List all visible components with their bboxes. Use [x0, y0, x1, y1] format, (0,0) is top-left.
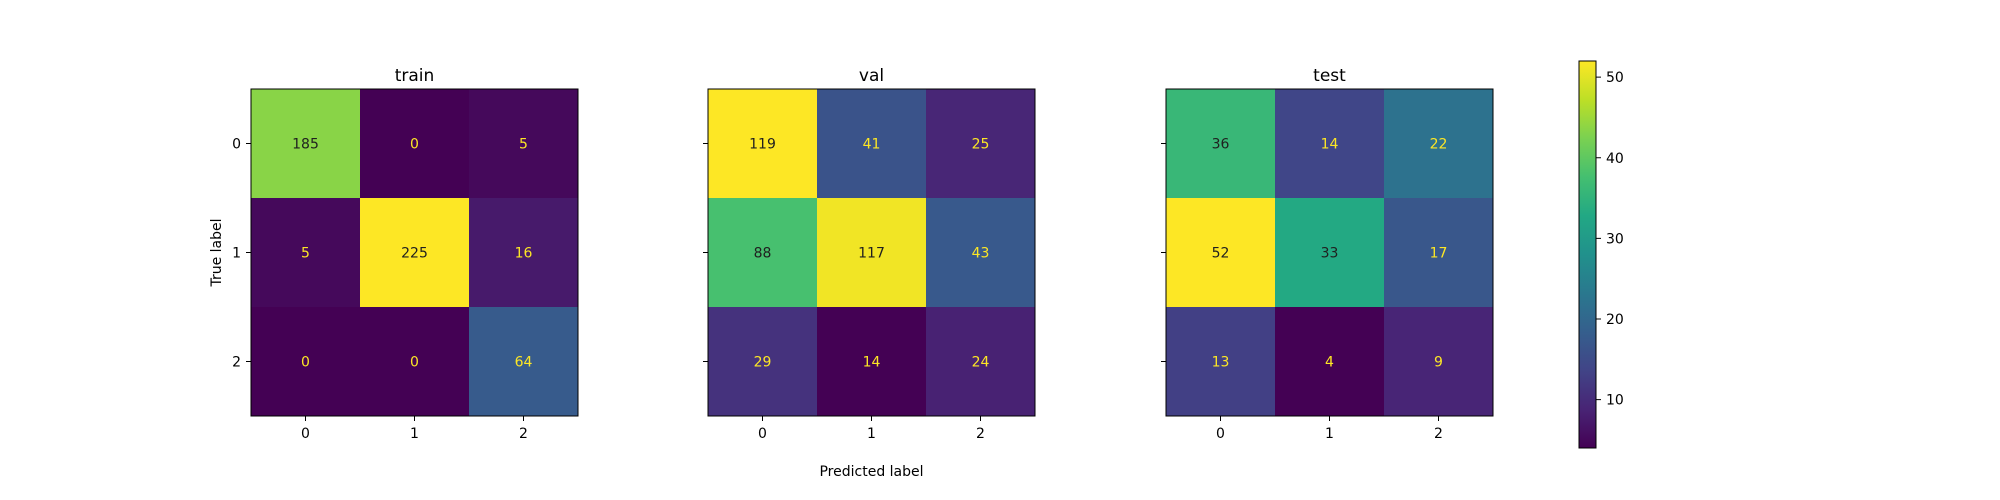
cell-value-label: 0	[410, 355, 419, 371]
heatmap-cell	[1275, 198, 1384, 307]
heatmap-cell	[926, 198, 1035, 307]
heatmap-cell	[926, 89, 1035, 198]
colorbar	[1578, 60, 1597, 449]
cell-value-label: 41	[863, 137, 881, 153]
heatmap-cell	[708, 307, 817, 416]
cell-value-label: 52	[1212, 246, 1230, 262]
heatmap-cell	[708, 198, 817, 307]
heatmap-cell	[817, 198, 926, 307]
cell-value-label: 14	[1321, 137, 1339, 153]
heatmap-cell	[1166, 89, 1275, 198]
heatmap-cell	[469, 307, 578, 416]
colorbar-tick-label: 30	[1606, 231, 1624, 247]
cell-value-label: 64	[515, 355, 533, 371]
heatmap-cell	[360, 89, 469, 198]
heatmap-cell	[708, 89, 817, 198]
heatmap-cell	[1166, 198, 1275, 307]
cell-value-label: 43	[972, 246, 990, 262]
heatmap-cell	[251, 89, 360, 198]
y-axis-label: True label	[209, 218, 225, 287]
cell-value-label: 5	[301, 246, 310, 262]
cell-value-label: 0	[410, 137, 419, 153]
cell-value-label: 14	[863, 355, 881, 371]
heatmap-cell	[1384, 307, 1493, 416]
x-tick-label: 1	[1325, 426, 1334, 442]
y-tick-label: 1	[232, 246, 241, 262]
x-tick-label: 0	[301, 426, 310, 442]
colorbar-tick-label: 10	[1606, 393, 1624, 409]
chart-title-val: val	[859, 66, 884, 86]
heatmap-cell	[1166, 307, 1275, 416]
heatmap-cell	[926, 307, 1035, 416]
x-tick-label: 2	[976, 426, 985, 442]
heatmap-cell	[1275, 307, 1384, 416]
heatmap-cell	[817, 89, 926, 198]
heatmap-cell	[817, 307, 926, 416]
x-tick-label: 1	[867, 426, 876, 442]
x-tick-label: 1	[410, 426, 419, 442]
cell-value-label: 117	[858, 246, 885, 262]
cell-value-label: 17	[1430, 246, 1448, 262]
cell-value-label: 22	[1430, 137, 1448, 153]
x-tick-label: 0	[1216, 426, 1225, 442]
heatmap-cell	[1275, 89, 1384, 198]
x-tick-label: 2	[1434, 426, 1443, 442]
colorbar-tick-label: 20	[1606, 312, 1624, 328]
heatmap-cell	[1384, 198, 1493, 307]
heatmap-cell	[469, 198, 578, 307]
colorbar-tick-label: 40	[1606, 151, 1624, 167]
y-tick-label: 2	[232, 355, 241, 371]
cell-value-label: 119	[749, 137, 776, 153]
chart-title-train: train	[395, 66, 435, 86]
cell-value-label: 4	[1325, 355, 1334, 371]
cell-value-label: 29	[754, 355, 772, 371]
chart-title-test: test	[1313, 66, 1346, 86]
cell-value-label: 24	[972, 355, 990, 371]
cell-value-label: 33	[1321, 246, 1339, 262]
cell-value-label: 225	[401, 246, 428, 262]
cell-value-label: 88	[754, 246, 772, 262]
heatmap-cell	[251, 307, 360, 416]
colorbar-tick-label: 50	[1606, 70, 1624, 86]
cell-value-label: 16	[515, 246, 533, 262]
heatmap-cell	[469, 89, 578, 198]
heatmap-cell	[251, 198, 360, 307]
heatmap-cell	[360, 307, 469, 416]
heatmap-cell	[360, 198, 469, 307]
cell-value-label: 5	[519, 137, 528, 153]
x-tick-label: 0	[758, 426, 767, 442]
y-tick-label: 0	[232, 137, 241, 153]
cell-value-label: 25	[972, 137, 990, 153]
x-tick-label: 2	[519, 426, 528, 442]
x-axis-label: Predicted label	[819, 464, 923, 480]
cell-value-label: 0	[301, 355, 310, 371]
cell-value-label: 9	[1434, 355, 1443, 371]
heatmap-cell	[1384, 89, 1493, 198]
cell-value-label: 13	[1212, 355, 1230, 371]
cell-value-label: 36	[1212, 137, 1230, 153]
cell-value-label: 185	[292, 137, 319, 153]
